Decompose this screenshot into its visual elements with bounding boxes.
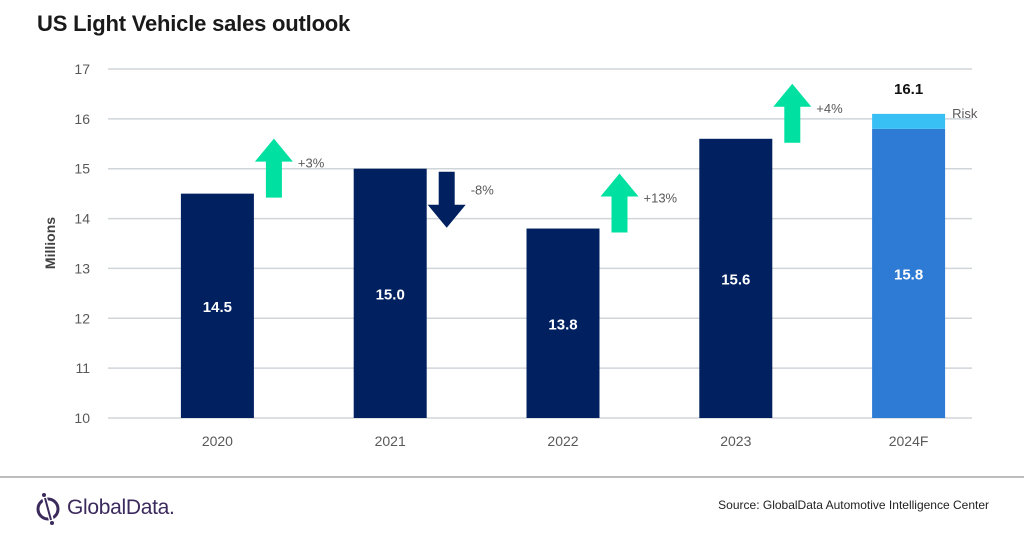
arrow-down-icon <box>427 171 466 228</box>
footer-divider <box>0 476 1024 478</box>
y-tick-label: 13 <box>74 260 90 276</box>
risk-segment <box>872 113 946 129</box>
bar-chart: 10 11 12 13 14 15 16 17 Millions 14.5 15.0 13.8 15… <box>42 61 978 449</box>
change-label: +3% <box>298 156 325 171</box>
x-tick-label: 2022 <box>547 433 578 449</box>
y-tick-label: 10 <box>74 410 90 426</box>
change-label: +13% <box>644 191 678 206</box>
y-axis-ticks: 10 11 12 13 14 15 16 17 <box>74 61 90 426</box>
change-label: +4% <box>816 101 843 116</box>
y-tick-label: 15 <box>74 161 90 177</box>
globaldata-logo[interactable]: GlobalData. <box>34 491 175 525</box>
y-axis-label: Millions <box>42 217 58 269</box>
bar <box>526 228 600 418</box>
risk-label: Risk <box>952 106 978 121</box>
bar-value-label: 13.8 <box>548 316 577 333</box>
change-label: -8% <box>471 183 495 198</box>
y-tick-label: 17 <box>74 61 90 77</box>
bars: 14.5 15.0 13.8 15.6 15.8 16.1 Risk <box>180 81 978 419</box>
bar <box>353 168 427 418</box>
x-tick-label: 2020 <box>202 433 233 449</box>
forecast-total-label: 16.1 <box>894 81 923 98</box>
bar-value-label: 14.5 <box>203 299 232 316</box>
logo-text: GlobalData. <box>67 496 175 519</box>
arrow-up-icon <box>600 173 639 233</box>
bar-value-label: 15.6 <box>721 271 750 288</box>
bar <box>180 193 254 418</box>
bar-value-label: 15.8 <box>894 266 923 283</box>
globaldata-logo-icon <box>36 493 60 525</box>
y-tick-label: 16 <box>74 111 90 127</box>
bar <box>699 138 773 419</box>
y-tick-label: 14 <box>74 211 90 227</box>
chart-title: US Light Vehicle sales outlook <box>37 11 351 36</box>
y-tick-label: 12 <box>74 310 90 326</box>
change-arrows: +3% -8% +13% +4% <box>254 83 843 233</box>
arrow-up-icon <box>254 138 293 198</box>
x-axis-ticks: 2020 2021 2022 2023 2024F <box>202 433 929 449</box>
y-tick-label: 11 <box>75 360 90 376</box>
x-tick-label: 2023 <box>720 433 751 449</box>
x-tick-label: 2021 <box>375 433 406 449</box>
bar-value-label: 15.0 <box>376 286 405 303</box>
bar <box>872 128 946 419</box>
source-note: Source: GlobalData Automotive Intelligen… <box>718 498 989 512</box>
arrow-up-icon <box>773 83 812 143</box>
x-tick-label: 2024F <box>889 433 929 449</box>
